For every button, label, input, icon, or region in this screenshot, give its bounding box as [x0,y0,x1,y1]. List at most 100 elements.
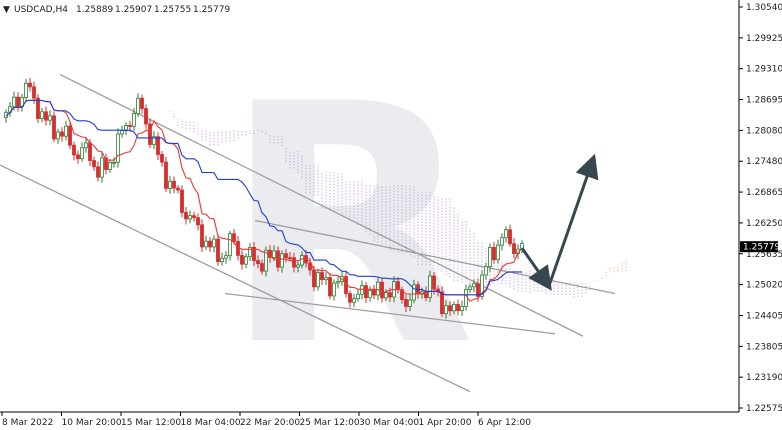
candle-body [168,180,172,189]
x-tick-label: 6 Apr 12:00 [478,418,531,428]
forecast-arrow-up [547,153,599,287]
candle-body [176,187,180,191]
candle-body [284,253,288,259]
candle-body [280,253,284,268]
header-arrow-icon[interactable]: ▼ [3,5,10,15]
y-tick-label: 1.24405 [746,311,782,321]
x-tick-label: 25 Mar 12:00 [300,418,360,428]
candle-body [204,240,208,248]
candle-body [160,154,164,163]
candle-body [384,292,388,299]
candle-body [72,144,76,156]
candle-body [484,266,488,276]
candle-body [16,96,20,107]
candle-body [188,215,192,220]
candle-body [44,111,48,121]
candle-body [444,305,448,315]
candle-body [196,217,200,226]
candle-body [216,238,220,263]
x-tick-label: 22 Mar 20:00 [240,418,300,428]
candle-body [420,291,424,294]
candle-body [12,96,16,108]
candle-body [356,293,360,300]
kijun-line [5,99,522,296]
y-tick-label: 1.26865 [746,188,782,198]
candle-body [364,285,368,299]
candle-body [504,229,508,239]
candle-body [52,115,56,140]
y-tick-label: 1.28695 [746,96,782,106]
candle-body [424,291,428,299]
candle-body [372,289,376,296]
candle-body [464,289,468,307]
candle-body [328,277,332,297]
candle-body [108,162,112,170]
candle-body [404,299,408,307]
candle-body [480,274,484,297]
candle-body [316,272,320,288]
trend-line [254,219,616,295]
candle-body [352,298,356,303]
candle-body [296,264,300,268]
candle-body [264,249,268,272]
candle-body [68,125,72,146]
candle-body [128,125,132,127]
x-tick-label: 30 Mar 04:00 [359,418,419,428]
candle-body [448,305,452,312]
candle-body [136,97,140,114]
y-tick-label: 1.30540 [746,3,782,13]
candle-body [36,97,40,119]
y-tick-label: 1.26250 [746,219,782,229]
candle-body [452,304,456,312]
candle-body [248,246,252,258]
candle-body [84,142,88,149]
candle-body [48,115,52,121]
candle-body [432,275,436,290]
candle-body [192,215,196,219]
candle-body [380,281,384,299]
candle-body [460,305,464,311]
x-tick-label: 8 Mar 2022 [2,418,53,428]
candle-body [92,160,96,168]
y-tick-label: 1.23805 [746,342,782,352]
candle-body [360,285,364,295]
candle-body [428,275,432,299]
candle-body [200,224,204,248]
candle-body [232,233,236,242]
candle-body [488,247,492,268]
candle-body [456,304,460,311]
close-value: 1.25779 [193,5,230,15]
candle-body [40,111,44,119]
low-value: 1.25755 [154,5,191,15]
candle-body [24,82,28,98]
candle-body [76,154,80,160]
candle-body [496,244,500,261]
chart-header: ▼ USDCAD,H4 1.25889 1.25907 1.25755 1.25… [3,5,230,15]
candle-body [336,281,340,284]
candle-body [116,133,120,163]
candle-body [148,123,152,145]
x-tick-label: 10 Mar 20:00 [62,418,122,428]
candle-body [376,281,380,296]
candle-body [100,157,104,178]
watermark-logo: R [222,34,476,418]
candle-body [252,246,256,261]
candle-body [476,283,480,297]
candle-body [172,180,176,189]
current-price-tag-box [740,241,778,253]
candle-body [468,286,472,290]
candle-body [184,212,188,220]
candlesticks [4,77,524,319]
candle-body [180,189,184,213]
candle-body [348,293,352,303]
candle-body [224,255,228,259]
candle-body [64,125,68,137]
trend-line [0,164,471,393]
candle-body [120,130,124,135]
candle-body [472,283,476,288]
y-tick-label: 1.22575 [746,404,782,414]
x-tick-label: 15 Mar 12:00 [121,418,181,428]
y-tick-label: 1.23190 [746,373,782,383]
high-value: 1.25907 [115,5,152,15]
